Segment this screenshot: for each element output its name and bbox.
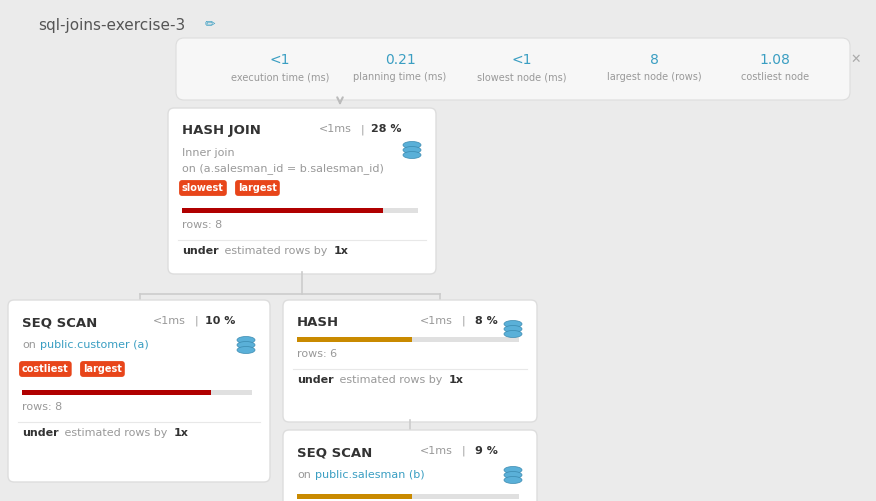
Text: 8: 8 (650, 53, 659, 67)
Text: costliest node: costliest node (741, 72, 809, 82)
Text: rows: 6: rows: 6 (297, 349, 337, 359)
Text: <1ms: <1ms (153, 316, 186, 326)
Text: largest: largest (83, 364, 122, 374)
Text: under: under (297, 375, 334, 385)
FancyBboxPatch shape (168, 108, 436, 274)
Text: under: under (22, 428, 59, 438)
Text: costliest: costliest (22, 364, 68, 374)
Bar (22, 390, 210, 395)
Text: estimated rows by: estimated rows by (61, 428, 171, 438)
Text: planning time (ms): planning time (ms) (353, 72, 447, 82)
FancyBboxPatch shape (283, 430, 537, 501)
Text: <1ms: <1ms (420, 316, 453, 326)
Ellipse shape (504, 326, 522, 333)
Text: <1ms: <1ms (319, 124, 352, 134)
Text: ✏: ✏ (205, 18, 215, 31)
Text: HASH: HASH (297, 316, 339, 329)
Text: rows: 8: rows: 8 (182, 220, 223, 230)
Ellipse shape (504, 321, 522, 328)
Text: sql-joins-exercise-3: sql-joins-exercise-3 (38, 18, 185, 33)
Text: |: | (361, 124, 364, 134)
Text: estimated rows by: estimated rows by (221, 246, 331, 256)
Text: execution time (ms): execution time (ms) (230, 72, 329, 82)
Text: slowest node (ms): slowest node (ms) (477, 72, 567, 82)
Text: HASH JOIN: HASH JOIN (182, 124, 261, 137)
Ellipse shape (504, 471, 522, 478)
FancyBboxPatch shape (176, 38, 850, 100)
Ellipse shape (237, 337, 255, 344)
Text: <1: <1 (270, 53, 290, 67)
Text: public.salesman (b): public.salesman (b) (315, 470, 425, 480)
Text: 1.08: 1.08 (759, 53, 790, 67)
Bar (297, 337, 413, 342)
Bar (297, 494, 413, 499)
Text: 1x: 1x (174, 428, 189, 438)
Text: |: | (462, 446, 466, 456)
Text: SEQ SCAN: SEQ SCAN (297, 446, 372, 459)
Text: public.customer (a): public.customer (a) (40, 340, 149, 350)
Text: on: on (22, 340, 36, 350)
Ellipse shape (403, 146, 421, 153)
Text: on: on (297, 470, 311, 480)
Text: on (a.salesman_id = b.salesman_id): on (a.salesman_id = b.salesman_id) (182, 163, 384, 174)
Text: 9 %: 9 % (475, 446, 498, 456)
Ellipse shape (237, 342, 255, 349)
Text: slowest: slowest (182, 183, 224, 193)
Ellipse shape (237, 347, 255, 354)
Text: 1x: 1x (449, 375, 464, 385)
Text: rows: 8: rows: 8 (22, 402, 62, 412)
Text: estimated rows by: estimated rows by (336, 375, 446, 385)
Bar (182, 208, 383, 213)
Ellipse shape (504, 466, 522, 473)
Text: under: under (182, 246, 219, 256)
Text: 28 %: 28 % (371, 124, 401, 134)
Text: |: | (462, 316, 466, 327)
Text: 10 %: 10 % (205, 316, 236, 326)
Text: 1x: 1x (334, 246, 349, 256)
FancyBboxPatch shape (8, 300, 270, 482)
Ellipse shape (403, 151, 421, 158)
Text: largest: largest (238, 183, 277, 193)
Bar (297, 494, 519, 499)
Text: <1ms: <1ms (420, 446, 453, 456)
Text: 8 %: 8 % (475, 316, 498, 326)
Text: largest node (rows): largest node (rows) (607, 72, 702, 82)
Text: SEQ SCAN: SEQ SCAN (22, 316, 97, 329)
Text: ✕: ✕ (851, 53, 861, 66)
Ellipse shape (403, 141, 421, 148)
Text: <1: <1 (512, 53, 533, 67)
Bar (297, 337, 519, 342)
FancyBboxPatch shape (283, 300, 537, 422)
Text: |: | (195, 316, 199, 327)
Text: 0.21: 0.21 (385, 53, 415, 67)
Ellipse shape (504, 331, 522, 338)
Ellipse shape (504, 476, 522, 483)
Bar (22, 390, 252, 395)
Bar (182, 208, 418, 213)
Text: Inner join: Inner join (182, 148, 235, 158)
